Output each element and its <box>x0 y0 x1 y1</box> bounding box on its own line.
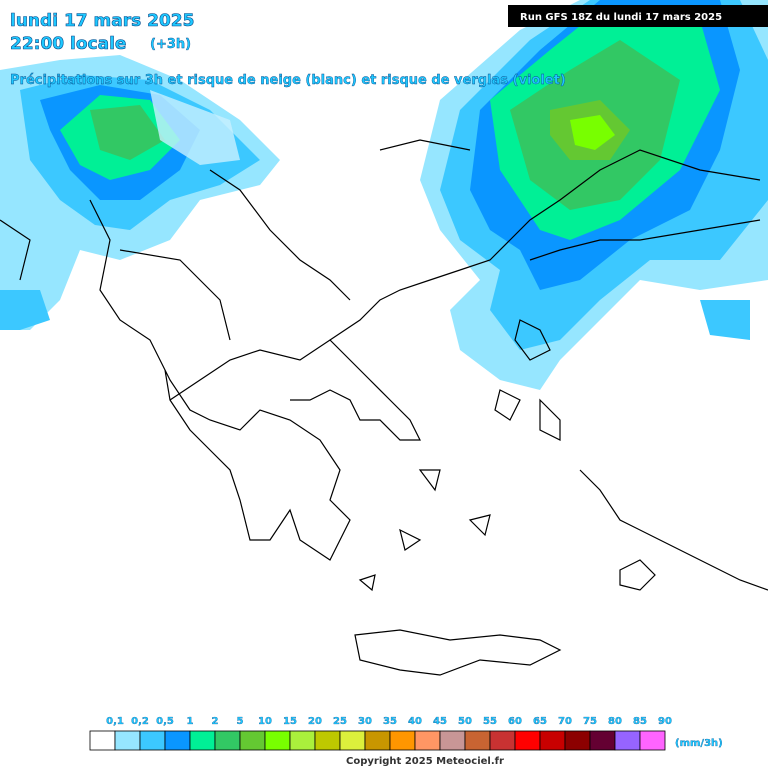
legend-swatch <box>589 730 616 751</box>
time-offset: (+3h) <box>150 37 191 52</box>
run-banner <box>508 5 768 27</box>
legend-label: 80 <box>608 716 622 727</box>
legend-label: 15 <box>283 716 297 727</box>
legend-label: 40 <box>408 716 422 727</box>
legend-label: 1 <box>187 716 194 727</box>
legend-label: 2 <box>212 716 219 727</box>
legend-unit: (mm/3h) <box>675 738 723 749</box>
legend-swatch <box>614 730 641 751</box>
legend-label: 60 <box>508 716 522 727</box>
legend-swatch <box>564 730 591 751</box>
legend-label: 75 <box>583 716 597 727</box>
legend-swatch <box>114 730 141 751</box>
legend-label: 50 <box>458 716 472 727</box>
legend-swatch <box>464 730 491 751</box>
legend-swatch <box>239 730 266 751</box>
legend-label: 85 <box>633 716 647 727</box>
legend-swatch <box>89 730 116 751</box>
legend-label: 30 <box>358 716 372 727</box>
legend-swatch <box>289 730 316 751</box>
legend-swatch <box>389 730 416 751</box>
subtitle: Précipitations sur 3h et risque de neige… <box>10 73 566 88</box>
legend-swatch <box>364 730 391 751</box>
time-title: 22:00 locale <box>10 34 126 54</box>
legend-label: 55 <box>483 716 497 727</box>
legend-label: 10 <box>258 716 272 727</box>
legend-swatch <box>164 730 191 751</box>
legend-swatch <box>414 730 441 751</box>
legend-label: 35 <box>383 716 397 727</box>
coastlines <box>0 139 768 676</box>
legend-swatch <box>189 730 216 751</box>
legend-swatch <box>639 730 666 751</box>
legend-swatch <box>139 730 166 751</box>
legend-label: 45 <box>433 716 447 727</box>
legend-label: 70 <box>558 716 572 727</box>
legend-swatch <box>489 730 516 751</box>
run-label: Run GFS 18Z du lundi 17 mars 2025 <box>520 12 722 23</box>
date-title: lundi 17 mars 2025 <box>10 11 194 31</box>
legend: 0,1 0,2 0,5 1 2 5 10 15 20 25 30 35 40 45 50 55 60 65 70 75… <box>89 716 672 751</box>
legend-label: 90 <box>658 716 672 727</box>
legend-swatch <box>314 730 341 751</box>
legend-swatch <box>439 730 466 751</box>
legend-label: 5 <box>237 716 244 727</box>
legend-label: 20 <box>308 716 322 727</box>
legend-label: 0,2 <box>131 716 149 727</box>
precipitation <box>0 0 768 390</box>
legend-swatch <box>214 730 241 751</box>
legend-swatch <box>264 730 291 751</box>
legend-swatch <box>514 730 541 751</box>
legend-label: 0,5 <box>156 716 174 727</box>
legend-swatch <box>539 730 566 751</box>
legend-label: 0,1 <box>106 716 124 727</box>
legend-label: 65 <box>533 716 547 727</box>
legend-label: 25 <box>333 716 347 727</box>
legend-swatch <box>339 730 366 751</box>
copyright: Copyright 2025 Meteociel.fr <box>346 756 504 767</box>
